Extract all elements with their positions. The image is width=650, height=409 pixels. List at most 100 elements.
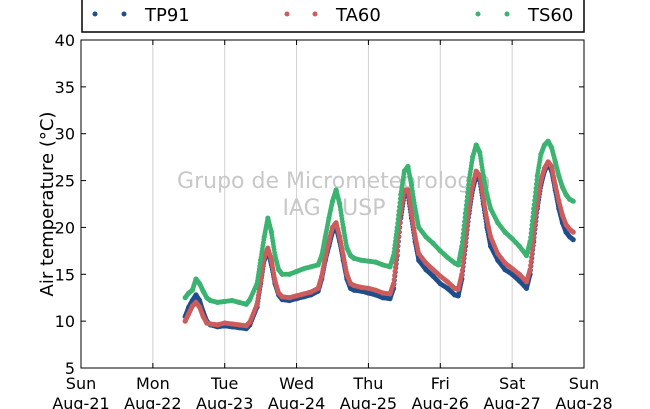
y-tick-label: 20 bbox=[55, 218, 75, 237]
data-point bbox=[533, 185, 539, 191]
data-point bbox=[395, 216, 401, 222]
data-point bbox=[461, 251, 467, 257]
data-point bbox=[529, 246, 535, 252]
data-point bbox=[393, 260, 399, 266]
data-point bbox=[395, 220, 401, 226]
data-point bbox=[533, 181, 539, 187]
data-point bbox=[528, 234, 533, 240]
legend-marker-ta60 bbox=[284, 11, 290, 17]
grid-layer bbox=[152, 40, 513, 368]
y-tick-label: 15 bbox=[55, 265, 75, 284]
data-point bbox=[530, 210, 536, 216]
data-point bbox=[570, 229, 576, 235]
data-point bbox=[528, 259, 534, 264]
data-point bbox=[534, 177, 540, 183]
data-point bbox=[461, 227, 467, 233]
data-point bbox=[392, 273, 397, 278]
legend-label-ta60: TA60 bbox=[335, 5, 381, 26]
legend-marker-ta60 bbox=[312, 11, 318, 17]
data-point bbox=[463, 206, 469, 212]
legend-box bbox=[81, 0, 585, 33]
data-point bbox=[529, 254, 534, 260]
data-point bbox=[462, 210, 469, 216]
data-point bbox=[392, 264, 398, 270]
legend-marker-tp91 bbox=[121, 11, 127, 17]
data-point bbox=[460, 263, 466, 269]
data-point bbox=[529, 222, 535, 228]
series-ta60 bbox=[182, 159, 576, 329]
legend-marker-tp91 bbox=[92, 11, 98, 17]
x-tick-label: Aug-21 bbox=[52, 394, 109, 409]
data-point bbox=[529, 250, 535, 256]
data-point bbox=[392, 268, 398, 274]
data-point bbox=[459, 267, 465, 273]
x-tick-label: Fri bbox=[431, 374, 450, 393]
x-tick-label: Aug-27 bbox=[483, 394, 540, 409]
x-tick-label: Wed bbox=[279, 374, 314, 393]
data-point bbox=[570, 198, 576, 204]
data-point bbox=[527, 238, 533, 245]
x-tick-label: Aug-25 bbox=[340, 394, 397, 409]
data-point bbox=[392, 242, 398, 248]
data-point bbox=[460, 231, 466, 237]
data-point bbox=[464, 198, 470, 204]
data-point bbox=[460, 259, 466, 265]
data-point bbox=[533, 189, 538, 195]
data-point bbox=[460, 235, 466, 241]
x-tick-label: Mon bbox=[136, 374, 170, 393]
tick-label-layer: SunAug-21MonAug-22TueAug-23WedAug-24ThuA… bbox=[52, 31, 612, 409]
data-point bbox=[396, 208, 402, 214]
data-point bbox=[465, 190, 471, 196]
legend-item-tp91: TP91 bbox=[92, 5, 190, 26]
data-point bbox=[466, 182, 471, 188]
x-tick-label: Thu bbox=[352, 374, 383, 393]
data-point bbox=[529, 218, 535, 224]
legend-label-tp91: TP91 bbox=[144, 5, 190, 26]
legend-item-ts60: TS60 bbox=[475, 5, 573, 26]
data-point bbox=[393, 235, 399, 241]
data-point bbox=[459, 239, 465, 245]
data-point bbox=[461, 223, 467, 229]
x-tick-label: Aug-26 bbox=[412, 394, 469, 409]
plot-frame bbox=[80, 39, 585, 369]
x-tick-label: Aug-28 bbox=[555, 394, 612, 409]
data-point bbox=[570, 237, 576, 243]
data-point bbox=[392, 239, 398, 244]
data-point bbox=[465, 186, 471, 192]
data-point bbox=[531, 202, 537, 207]
data-point bbox=[528, 230, 534, 236]
legend-marker-ts60 bbox=[475, 11, 481, 17]
x-tick-label: Tue bbox=[210, 374, 238, 393]
data-point bbox=[459, 243, 465, 249]
data-point bbox=[463, 202, 469, 208]
data-point bbox=[531, 206, 537, 212]
y-tick-label: 35 bbox=[55, 78, 75, 97]
data-point bbox=[527, 267, 533, 273]
data-point bbox=[394, 224, 400, 231]
y-tick-label: 10 bbox=[55, 312, 75, 331]
data-point bbox=[462, 215, 468, 220]
legend-label-ts60: TS60 bbox=[527, 5, 573, 26]
x-tick-label: Sat bbox=[499, 374, 525, 393]
y-tick-label: 25 bbox=[55, 172, 75, 191]
data-point bbox=[532, 198, 537, 203]
x-tick-label: Sun bbox=[66, 374, 96, 393]
data-point bbox=[397, 196, 403, 202]
y-tick-label: 40 bbox=[55, 31, 75, 50]
data-point bbox=[393, 232, 399, 237]
legend-marker-ts60 bbox=[504, 11, 510, 17]
x-tick-label: Aug-22 bbox=[124, 394, 181, 409]
data-point bbox=[459, 271, 465, 277]
data-point bbox=[461, 255, 467, 261]
y-tick-label: 5 bbox=[65, 359, 75, 378]
data-point bbox=[528, 263, 533, 268]
x-tick-label: Sun bbox=[569, 374, 599, 393]
data-point bbox=[391, 277, 397, 282]
data-point bbox=[391, 249, 397, 255]
data-point bbox=[397, 204, 402, 210]
y-axis-title: Air temperature (°C) bbox=[37, 112, 58, 297]
data-point bbox=[532, 193, 538, 199]
data-point bbox=[396, 212, 401, 218]
series-layer bbox=[182, 138, 576, 332]
